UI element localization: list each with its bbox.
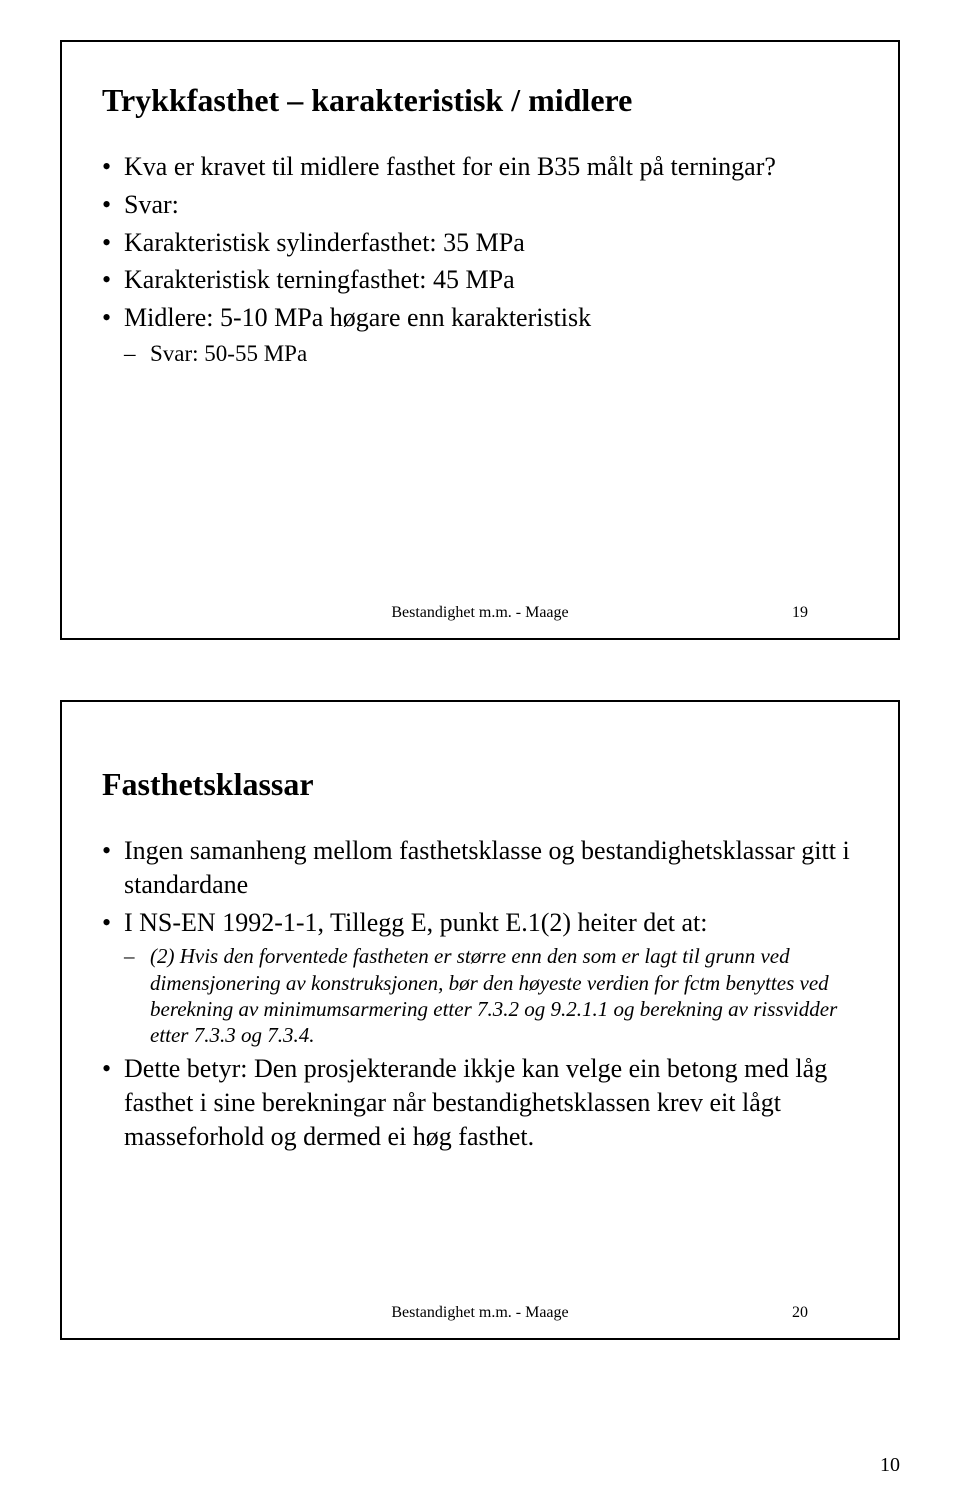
bullet-item: Ingen samanheng mellom fasthetsklasse og… xyxy=(102,834,858,902)
slide-2: Fasthetsklassar Ingen samanheng mellom f… xyxy=(60,700,900,1340)
slide-1-footer: Bestandighet m.m. - Maage 19 xyxy=(62,604,898,622)
footer-text: Bestandighet m.m. - Maage xyxy=(391,1304,568,1322)
document-page-number: 10 xyxy=(880,1454,900,1477)
bullet-text: I NS-EN 1992-1-1, Tillegg E, punkt E.1(2… xyxy=(124,908,707,937)
sub-bullets: (2) Hvis den forventede fastheten er stø… xyxy=(124,943,858,1048)
sub-bullets: Svar: 50-55 MPa xyxy=(124,339,858,369)
footer-text: Bestandighet m.m. - Maage xyxy=(391,604,568,622)
bullet-text: Midlere: 5-10 MPa høgare enn karakterist… xyxy=(124,303,591,332)
bullet-item: Svar: xyxy=(102,188,858,222)
slide-1-title: Trykkfasthet – karakteristisk / midlere xyxy=(102,80,858,120)
page-container: Trykkfasthet – karakteristisk / midlere … xyxy=(0,0,960,1501)
slide-2-bullets: Ingen samanheng mellom fasthetsklasse og… xyxy=(102,834,858,1154)
sub-bullet-item: Svar: 50-55 MPa xyxy=(124,339,858,369)
bullet-item: Karakteristisk terningfasthet: 45 MPa xyxy=(102,263,858,297)
slide-1: Trykkfasthet – karakteristisk / midlere … xyxy=(60,40,900,640)
footer-page-number: 19 xyxy=(792,604,808,622)
bullet-item: Dette betyr: Den prosjekterande ikkje ka… xyxy=(102,1052,858,1153)
sub-bullet-item: (2) Hvis den forventede fastheten er stø… xyxy=(124,943,858,1048)
footer-page-number: 20 xyxy=(792,1304,808,1322)
bullet-item: Kva er kravet til midlere fasthet for ei… xyxy=(102,150,858,184)
slide-1-bullets: Kva er kravet til midlere fasthet for ei… xyxy=(102,150,858,369)
slide-2-footer: Bestandighet m.m. - Maage 20 xyxy=(62,1304,898,1322)
bullet-item: Karakteristisk sylinderfasthet: 35 MPa xyxy=(102,226,858,260)
bullet-item: I NS-EN 1992-1-1, Tillegg E, punkt E.1(2… xyxy=(102,906,858,1049)
bullet-item: Midlere: 5-10 MPa høgare enn karakterist… xyxy=(102,301,858,369)
slide-2-title: Fasthetsklassar xyxy=(102,764,858,804)
